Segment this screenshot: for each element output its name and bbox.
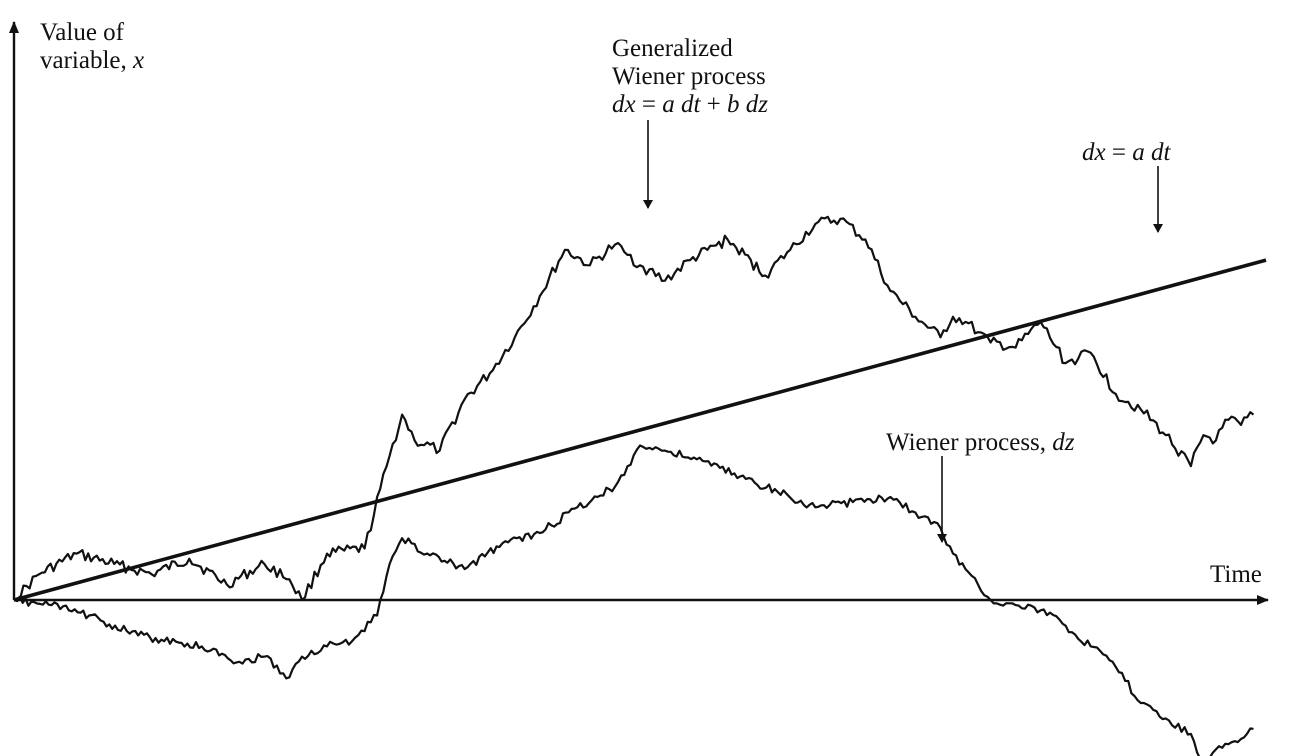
wiener-label: Wiener process, dz bbox=[886, 429, 1075, 456]
drift-line-series bbox=[13, 258, 1267, 602]
generalized-equation: dx = a dt + b dz bbox=[612, 91, 768, 118]
generalized-label-line2: Wiener process bbox=[612, 63, 766, 90]
y-axis-label-var: x bbox=[132, 47, 144, 74]
generalized-wiener-series bbox=[13, 215, 1255, 603]
wiener-process-series bbox=[13, 444, 1254, 756]
x-axis-label: Time bbox=[1210, 561, 1262, 588]
y-axis-label-line1: Value of bbox=[40, 19, 125, 46]
drift-equation: dx = a dt bbox=[1082, 139, 1171, 166]
y-axis-label-text: variable, bbox=[40, 47, 133, 74]
y-axis-label-line2: variable, x bbox=[40, 47, 144, 74]
generalized-label-line1: Generalized bbox=[612, 35, 733, 62]
